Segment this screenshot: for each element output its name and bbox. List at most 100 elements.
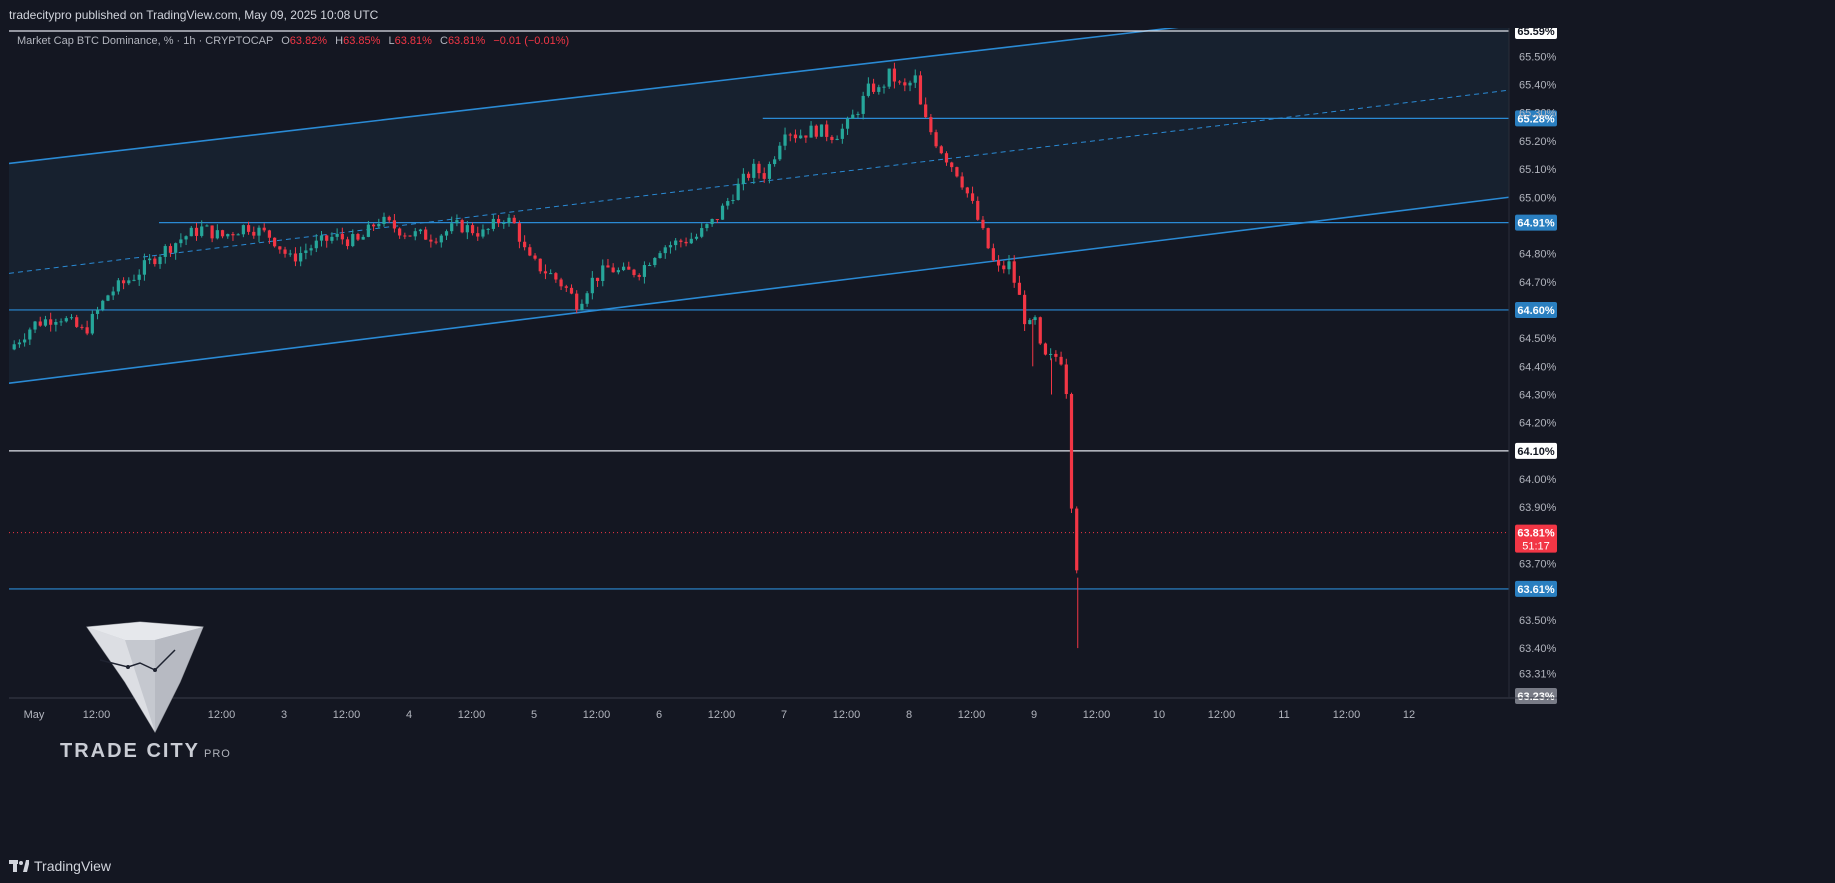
candle-body — [653, 257, 657, 266]
x-tick-label: 6 — [656, 709, 662, 721]
candle-body — [845, 118, 850, 129]
candle-body — [611, 267, 615, 273]
axis-layer: 65.50% 65.40% 65.30% 65.20% 65.10% 65.00% 64.8… — [9, 28, 1557, 721]
candle-body — [210, 225, 214, 239]
candle-body — [392, 220, 397, 229]
candle-body — [856, 113, 860, 115]
y-tick-label: 64.70% — [1519, 277, 1557, 289]
candle-body — [767, 164, 772, 179]
candle-body — [1043, 343, 1048, 355]
candle-body — [523, 241, 527, 248]
level-price-tag — [1515, 110, 1557, 127]
candle-body — [1002, 265, 1006, 270]
candle-body — [205, 225, 209, 227]
candle-body — [830, 136, 834, 140]
candle-body — [877, 87, 881, 92]
x-tick-label: 12:00 — [833, 709, 861, 721]
price-chart[interactable]: 65.59% 65.28% 64.91% 64.60% 64.10% 63.61% 63.2… — [9, 28, 1835, 853]
candle-body — [663, 247, 667, 254]
candle-body — [746, 173, 751, 178]
candle-body — [387, 216, 391, 221]
candle-body — [851, 114, 855, 119]
candle-body — [116, 280, 120, 292]
candle-body — [569, 287, 574, 294]
x-tick-label: 12:00 — [333, 709, 361, 721]
legend-high-value: 63.85% — [343, 35, 381, 47]
candle-body — [606, 265, 610, 268]
brand-name: TRADE CITY PRO — [60, 740, 231, 763]
brand-name-text: TRADE CITY — [60, 740, 200, 762]
candle-body — [575, 293, 579, 310]
candle-body — [924, 104, 928, 118]
candle-body — [1028, 320, 1032, 325]
candle-body — [1075, 508, 1079, 571]
candle-body — [913, 75, 917, 83]
candle-body — [866, 83, 870, 96]
candle-body — [549, 273, 553, 275]
candle-body — [752, 163, 756, 178]
candle-body — [137, 274, 141, 280]
candle-body — [382, 216, 386, 225]
x-tick-label: 11 — [1278, 709, 1289, 721]
countdown-label: 51:17 — [1522, 541, 1550, 553]
candle-body — [439, 235, 443, 243]
candle-body — [559, 279, 563, 287]
candle-body — [543, 271, 548, 274]
candle-body — [898, 81, 902, 83]
candle-body — [444, 231, 449, 236]
candle-body — [882, 86, 886, 88]
candle-body — [278, 246, 282, 250]
candle-body — [621, 266, 626, 271]
candle-body — [153, 258, 157, 265]
chart-area[interactable]: 65.59% 65.28% 64.91% 64.60% 64.10% 63.61% 63.2… — [9, 28, 1835, 858]
y-tick-label: 64.40% — [1519, 361, 1557, 373]
candle-body — [95, 309, 100, 314]
level-price-tag — [1515, 301, 1557, 318]
candle-body — [715, 218, 719, 220]
candle-body — [476, 233, 480, 237]
tradingview-logo[interactable]: TradingView — [9, 858, 111, 874]
x-tick-label: 12:00 — [958, 709, 986, 721]
legend-low-label: L — [388, 35, 395, 47]
y-tick-label: 63.40% — [1519, 643, 1557, 655]
candle-body — [731, 199, 735, 202]
candle-body — [330, 236, 334, 241]
brand-suffix: PRO — [204, 748, 231, 760]
level-price-label: 65.59% — [1517, 28, 1555, 38]
candle-body — [174, 243, 178, 253]
candle-body — [710, 218, 714, 225]
y-tick-label: 64.00% — [1519, 474, 1557, 486]
candle-body — [684, 241, 688, 244]
candle-body — [736, 183, 740, 200]
candle-body — [33, 321, 37, 330]
y-tick-label: 65.00% — [1519, 192, 1557, 204]
x-tick-label: 12:00 — [1333, 709, 1361, 721]
legend-change: −0.01 (−0.01%) — [493, 35, 570, 47]
level-price-label: 63.61% — [1517, 584, 1555, 596]
candle-body — [69, 317, 74, 319]
level-price-tag — [1515, 580, 1557, 597]
candle-body — [351, 234, 355, 247]
candle-body — [142, 260, 147, 275]
candle-body — [215, 230, 219, 239]
candle-body — [788, 134, 792, 136]
candle-body — [694, 236, 699, 239]
x-tick-label: May — [24, 709, 45, 721]
candle-body — [1069, 394, 1074, 509]
candle-body — [335, 233, 339, 237]
y-tick-label: 65.10% — [1519, 164, 1557, 176]
candle-body — [564, 286, 568, 288]
candle-body — [799, 135, 803, 139]
candle-body — [252, 231, 256, 236]
candle-body — [481, 229, 485, 237]
y-tick-label: 63.90% — [1519, 502, 1557, 514]
candle-body — [403, 235, 407, 237]
x-tick-label: 7 — [781, 709, 787, 721]
candle-body — [908, 82, 912, 86]
candle-body — [804, 135, 808, 138]
candle-body — [434, 241, 438, 243]
level-price-label: 65.28% — [1517, 113, 1555, 125]
candle-body — [538, 258, 542, 272]
candle-body — [64, 318, 68, 322]
candle-body — [460, 220, 464, 233]
